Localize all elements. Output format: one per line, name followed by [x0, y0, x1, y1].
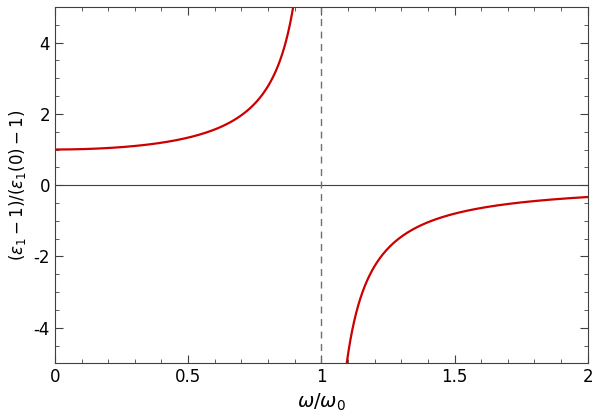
- X-axis label: $\omega/\omega_0$: $\omega/\omega_0$: [297, 392, 346, 413]
- Y-axis label: $(\epsilon_1 - 1)/(\epsilon_1(0) - 1)$: $(\epsilon_1 - 1)/(\epsilon_1(0) - 1)$: [7, 110, 28, 261]
